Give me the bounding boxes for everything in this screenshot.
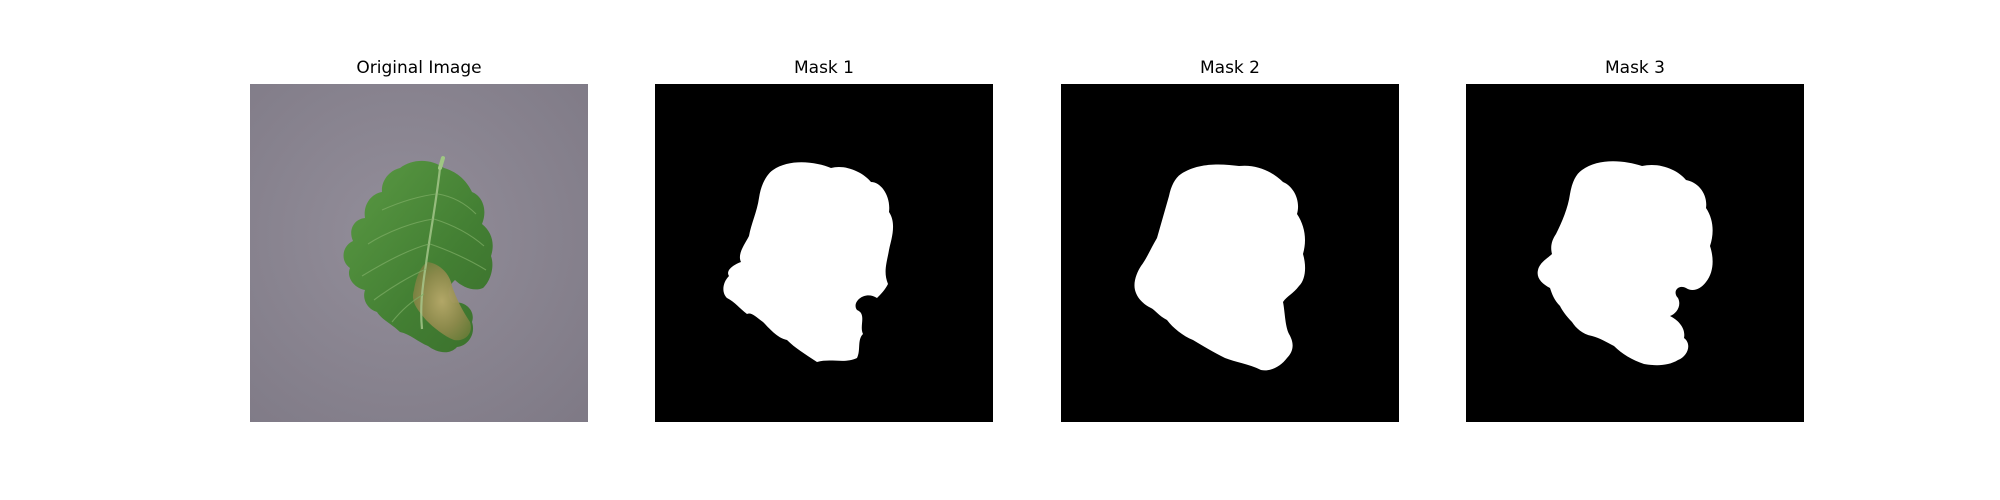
- panel-title: Mask 2: [1199, 58, 1260, 78]
- mask-foreground: [723, 162, 894, 362]
- mask-foreground: [1134, 164, 1306, 371]
- mask-3-image: [1466, 84, 1804, 422]
- panel-title: Mask 1: [793, 58, 854, 78]
- original-leaf-photo: [250, 84, 588, 422]
- mask-1-image: [655, 84, 993, 422]
- leaf-midrib: [420, 167, 442, 330]
- mask-foreground: [1537, 161, 1713, 366]
- blight-region: [412, 262, 471, 341]
- leaf-veins: [361, 193, 487, 323]
- panel-title: Mask 3: [1604, 58, 1665, 78]
- leaf-stem: [438, 156, 445, 170]
- mask-2-image: [1061, 84, 1399, 422]
- panel-title: Original Image: [356, 58, 482, 78]
